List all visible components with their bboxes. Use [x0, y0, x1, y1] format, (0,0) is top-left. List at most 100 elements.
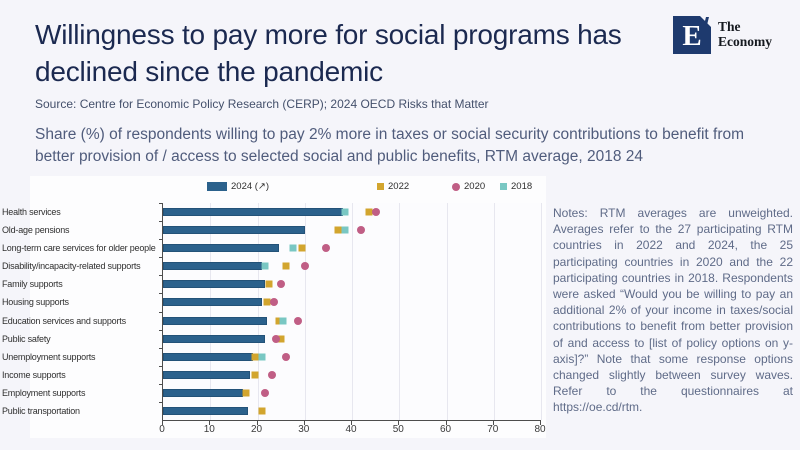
- gridline: [541, 203, 542, 420]
- marker-2022: [277, 335, 285, 343]
- marker-2020: [272, 334, 281, 343]
- category-label: Employment supports: [2, 387, 86, 398]
- x-axis-tick: [540, 421, 541, 425]
- legend-item-2022: 2022: [377, 181, 409, 192]
- y-axis-tick: [159, 221, 163, 223]
- marker-2022: [251, 371, 259, 379]
- marker-2020: [371, 208, 380, 217]
- gridline: [304, 203, 306, 420]
- bar-2024: [163, 316, 267, 325]
- bar-2024: [163, 208, 343, 217]
- marker-2018: [341, 226, 349, 234]
- chart-row: [159, 365, 541, 384]
- bar-2024: [163, 352, 253, 361]
- marker-2022: [298, 244, 306, 252]
- gridline: [446, 203, 448, 420]
- gridline: [399, 203, 401, 420]
- category-label: Public transportation: [2, 405, 80, 416]
- marker-2020: [277, 280, 286, 289]
- chart-row: [159, 239, 541, 257]
- legend-item-2024: 2024 (↗): [207, 181, 269, 192]
- chart-subtitle: Share (%) of respondents willing to pay …: [35, 126, 745, 165]
- chart-row: [159, 221, 541, 239]
- x-tick-label: 0: [159, 424, 165, 435]
- marker-2018: [341, 208, 349, 216]
- category-label: Income supports: [2, 369, 66, 380]
- x-tick-label: 60: [439, 424, 452, 435]
- legend-label: 2020: [464, 181, 486, 192]
- marker-2020: [281, 352, 290, 361]
- category-label: Education services and supports: [2, 315, 126, 326]
- logo-brand-line2: Economy: [718, 34, 772, 50]
- x-axis-tick: [303, 421, 305, 425]
- gridline: [257, 203, 259, 420]
- y-axis-tick: [159, 257, 163, 259]
- y-axis-tick: [159, 329, 163, 331]
- x-tick-label: 70: [487, 424, 499, 435]
- bar-2024: [163, 388, 244, 397]
- legend-square-swatch: [500, 183, 507, 190]
- legend-label: 2022: [388, 181, 410, 192]
- bar-2024: [163, 280, 265, 289]
- marker-2022: [258, 407, 266, 415]
- chart-row: [159, 257, 541, 275]
- category-label: Health services: [2, 207, 61, 218]
- category-label: Family supports: [2, 279, 63, 290]
- logo-brand-line1: The: [718, 19, 741, 34]
- marker-2022: [263, 298, 271, 306]
- marker-2020: [357, 226, 366, 235]
- legend-circle-swatch: [452, 182, 460, 191]
- y-axis-tick: [159, 275, 163, 277]
- category-label: Public safety: [2, 333, 51, 344]
- marker-2022: [265, 280, 273, 288]
- plot-track: [159, 203, 542, 425]
- y-axis-tick: [159, 347, 163, 349]
- marker-2020: [270, 298, 279, 307]
- x-axis-tick: [398, 421, 400, 425]
- marker-2022: [242, 389, 250, 397]
- y-axis-tick: [159, 401, 163, 403]
- gridline: [210, 203, 212, 420]
- marker-2018: [258, 353, 266, 361]
- x-tick-label: 50: [392, 424, 404, 435]
- logo-e-box: E: [673, 16, 711, 54]
- x-axis-tick: [492, 421, 494, 425]
- y-axis-tick: [159, 365, 163, 367]
- x-tick-label: 20: [250, 424, 263, 435]
- notes-panel: Notes: RTM averages are unweighted. Aver…: [553, 206, 793, 415]
- y-axis-tick: [159, 311, 163, 313]
- x-tick-label: 10: [203, 424, 215, 435]
- marker-2018: [279, 317, 287, 325]
- chart-row: [159, 203, 541, 221]
- bar-2024: [163, 334, 265, 343]
- chart-row: [159, 329, 541, 348]
- marker-2022: [365, 208, 373, 216]
- chart-row: [159, 401, 541, 420]
- legend-bar-swatch: [207, 182, 227, 191]
- category-label: Housing supports: [2, 297, 69, 308]
- chart-legend: 2024 (↗) 2022 2020 2018: [30, 181, 546, 195]
- marker-2022: [334, 226, 342, 234]
- y-axis-tick: [159, 383, 163, 385]
- bar-2024: [163, 406, 249, 415]
- legend-item-2020: 2020: [452, 181, 485, 192]
- category-labels: Health services Old-age pensions Long-term…: [2, 203, 158, 420]
- x-axis-tick: [209, 421, 211, 425]
- x-axis-tick: [256, 421, 258, 425]
- bar-2024: [163, 370, 251, 379]
- marker-2022: [275, 317, 283, 325]
- page-title: Willingness to pay more for social progr…: [35, 19, 622, 87]
- category-label: Old-age pensions: [2, 225, 70, 236]
- marker-2020: [322, 244, 330, 253]
- y-axis-tick: [159, 203, 163, 204]
- x-axis-tick: [162, 421, 163, 425]
- marker-2020: [260, 388, 269, 397]
- logo-brand-text: The Economy: [718, 16, 772, 49]
- chart-panel: 2024 (↗) 2022 2020 2018 Health services Old-…: [2, 176, 546, 438]
- chart-row: [159, 293, 541, 311]
- x-axis-tick: [445, 421, 447, 425]
- the-economy-logo: E The Economy: [673, 16, 772, 54]
- marker-2020: [293, 316, 302, 325]
- category-label: Disability/incapacity-related supports: [2, 261, 141, 272]
